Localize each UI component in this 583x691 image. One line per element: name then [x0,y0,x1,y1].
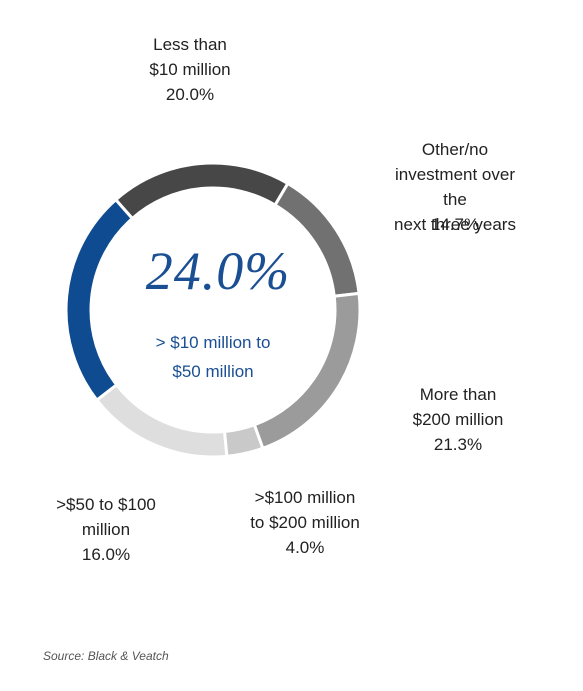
donut-slice [222,422,265,458]
value-label: 4.0% [285,538,325,557]
value-label: 14.7% [430,215,480,234]
center-value-label: 24.0% [145,241,291,301]
value-label: 16.0% [81,545,131,564]
category-label: Less than $10 million [149,35,231,79]
category-label: >$100 million to $200 million [250,488,360,532]
value-label: 20.0% [165,85,215,104]
donut-slice [64,197,135,403]
donut-slice [94,382,229,459]
value-label: 21.3% [433,435,483,454]
center-category-label: > $10 million to $50 million [155,333,271,381]
category-label: >$50 to $100 million [56,495,156,539]
donut-slice [113,161,290,221]
category-label: More than $200 million [412,385,504,429]
source: Source: Black & Veatch [43,649,169,663]
category-label: Other/no investment over the next three … [394,140,516,234]
